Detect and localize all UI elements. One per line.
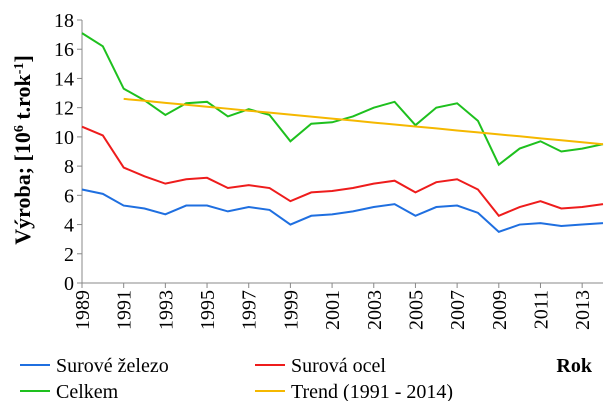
y-tick-label: 14 [54, 68, 74, 90]
legend-label: Trend (1991 - 2014) [291, 381, 453, 401]
x-tick-label: 1999 [280, 290, 302, 330]
y-tick-label: 18 [54, 10, 74, 32]
legend-label: Surová ocel [291, 355, 386, 377]
x-tick-label: 1989 [72, 290, 94, 330]
y-tick-label: 0 [64, 273, 74, 295]
y-tick-label: 4 [64, 215, 74, 237]
y-label-part: -1 [12, 63, 27, 75]
x-tick-label: 2003 [364, 290, 386, 330]
y-tick-label: 10 [54, 127, 74, 149]
y-tick-label: 8 [64, 156, 74, 178]
series-line [81, 125, 604, 218]
y-label-part: Výroba; [10 [10, 132, 35, 245]
x-tick-label: 2007 [447, 290, 469, 330]
x-tick-label: 2001 [322, 290, 344, 330]
y-tick-label: 2 [64, 244, 74, 266]
x-tick-label: 1997 [239, 290, 261, 330]
x-tick-label: 2011 [530, 290, 552, 329]
y-label-part: 6 [12, 125, 27, 132]
y-label-part: ] [10, 55, 35, 62]
y-axis-label: Výroba; [106 t.rok-1] [10, 55, 35, 245]
y-label-part: t.rok [10, 73, 35, 125]
series-line [81, 188, 604, 234]
series-line [123, 97, 604, 146]
legend-label: Celkem [56, 381, 119, 401]
x-tick-label: 1995 [197, 290, 219, 330]
x-tick-label: 2013 [572, 290, 594, 330]
series-line [81, 32, 604, 167]
legend-label: Surové železo [56, 355, 169, 377]
x-tick-label: 1991 [114, 290, 136, 330]
x-axis-label: Rok [556, 355, 592, 377]
y-tick-label: 6 [64, 185, 74, 207]
x-tick-label: 2005 [405, 290, 427, 330]
x-tick-label: 1993 [155, 290, 177, 330]
y-tick-label: 12 [54, 98, 74, 120]
y-tick-label: 16 [54, 39, 74, 61]
x-tick-label: 2009 [489, 290, 511, 330]
